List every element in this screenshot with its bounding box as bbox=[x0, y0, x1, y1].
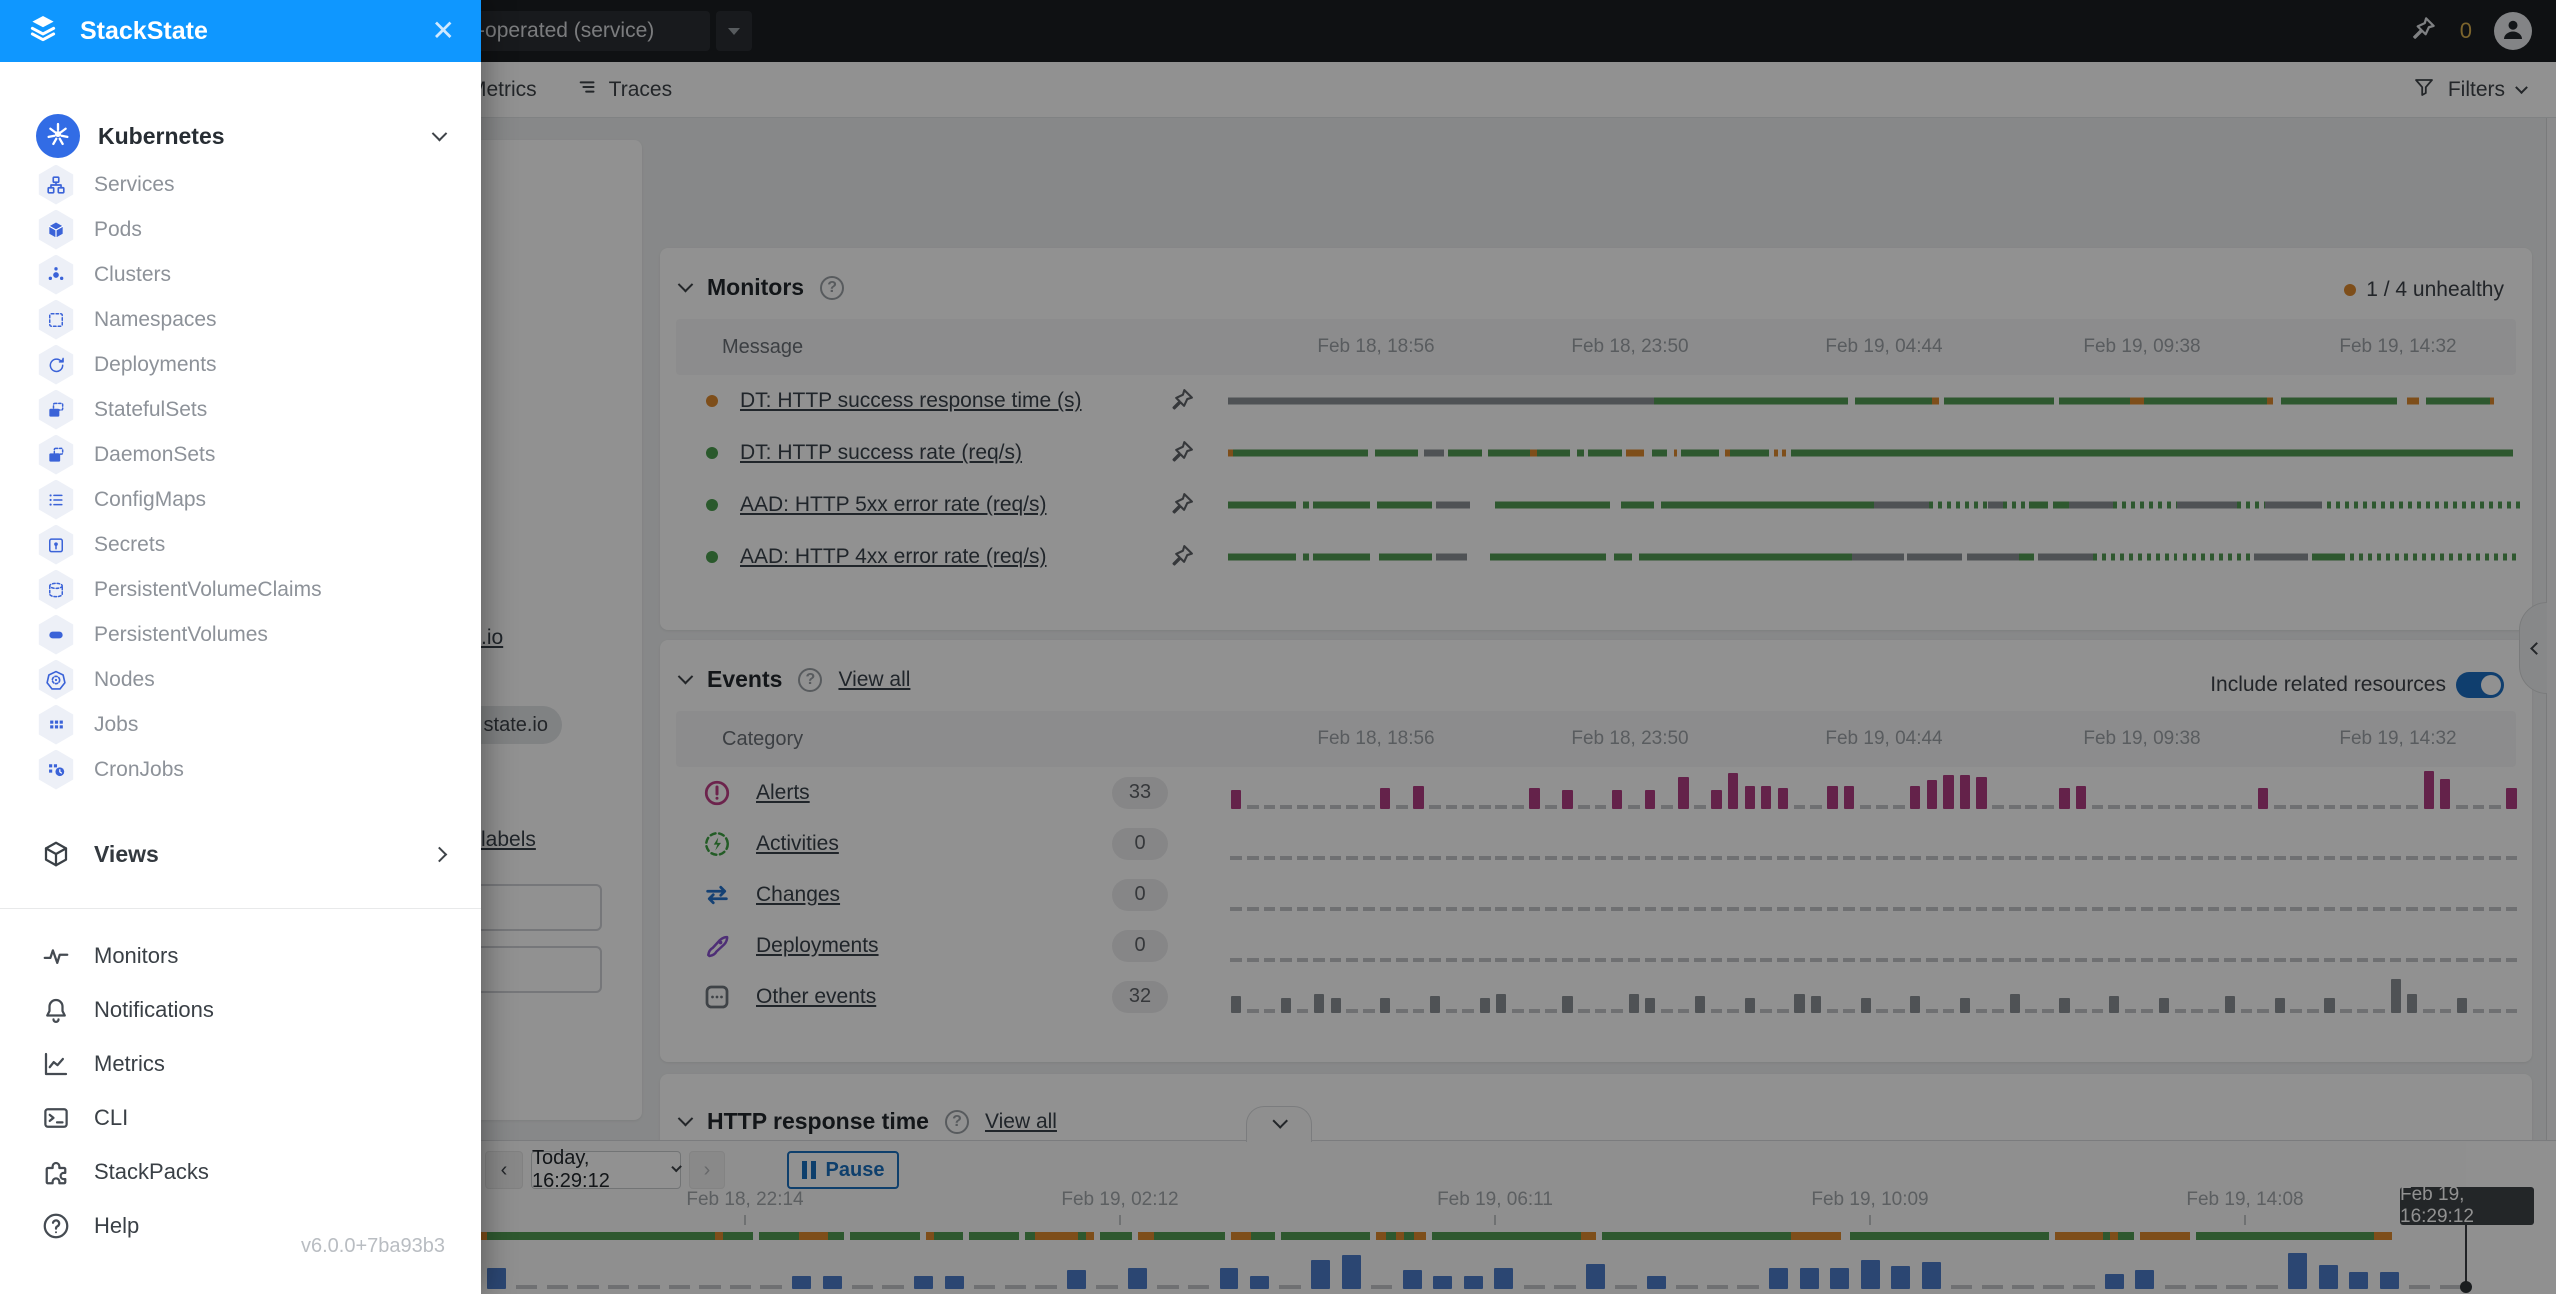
sidebar-item-persistentvolumes[interactable]: PersistentVolumes bbox=[0, 612, 481, 657]
sidebar-item-stackpacks[interactable]: StackPacks bbox=[0, 1145, 481, 1199]
sidebar-item-label: Metrics bbox=[94, 1051, 445, 1077]
kubernetes-icon bbox=[36, 114, 80, 158]
sidebar-item-label: PersistentVolumes bbox=[94, 623, 445, 647]
sidebar-item-label: Jobs bbox=[94, 713, 445, 737]
sidebar-item-statefulsets[interactable]: StatefulSets bbox=[0, 387, 481, 432]
statefulsets-icon bbox=[36, 390, 76, 430]
sidebar-item-label: CLI bbox=[94, 1105, 445, 1131]
sidebar-item-monitors[interactable]: Monitors bbox=[0, 929, 481, 983]
sidebar-item-namespaces[interactable]: Namespaces bbox=[0, 297, 481, 342]
sidebar-item-deployments[interactable]: Deployments bbox=[0, 342, 481, 387]
deployments-icon bbox=[36, 345, 76, 385]
sidebar-item-persistentvolumeclaims[interactable]: PersistentVolumeClaims bbox=[0, 567, 481, 612]
sidebar-item-label: StatefulSets bbox=[94, 398, 445, 422]
sidebar-item-services[interactable]: Services bbox=[0, 162, 481, 207]
sidebar-item-label: Notifications bbox=[94, 997, 445, 1023]
drawer-divider bbox=[0, 908, 481, 909]
sidebar-item-nodes[interactable]: Nodes bbox=[0, 657, 481, 702]
clusters-icon bbox=[36, 255, 76, 295]
sidebar-item-secrets[interactable]: Secrets bbox=[0, 522, 481, 567]
monitors-icon bbox=[36, 941, 76, 971]
sidebar-item-pods[interactable]: Pods bbox=[0, 207, 481, 252]
views-label: Views bbox=[94, 841, 434, 868]
sidebar-item-label: Pods bbox=[94, 218, 445, 242]
sidebar-item-label: DaemonSets bbox=[94, 443, 445, 467]
cronjobs-icon bbox=[36, 750, 76, 790]
drawer-header: StackState ✕ bbox=[0, 0, 481, 62]
stackpacks-icon bbox=[36, 1157, 76, 1187]
sidebar-item-metrics[interactable]: Metrics bbox=[0, 1037, 481, 1091]
sidebar-item-label: ConfigMaps bbox=[94, 488, 445, 512]
services-icon bbox=[36, 165, 76, 205]
namespaces-icon bbox=[36, 300, 76, 340]
sidebar-item-label: Services bbox=[94, 173, 445, 197]
cli-icon bbox=[36, 1103, 76, 1133]
sidebar-item-label: Nodes bbox=[94, 668, 445, 692]
sidebar-item-label: Monitors bbox=[94, 943, 445, 969]
chevron-down-icon bbox=[432, 125, 448, 141]
pods-icon bbox=[36, 210, 76, 250]
metrics-icon bbox=[36, 1049, 76, 1079]
stackstate-logo bbox=[26, 12, 60, 51]
sidebar-item-label: Secrets bbox=[94, 533, 445, 557]
app-version: v6.0.0+7ba93b3 bbox=[301, 1235, 445, 1258]
main-menu-drawer: StackState ✕ Kubernetes Services Pods Clus… bbox=[0, 0, 481, 1294]
close-icon[interactable]: ✕ bbox=[432, 17, 455, 45]
sidebar-item-notifications[interactable]: Notifications bbox=[0, 983, 481, 1037]
nodes-icon bbox=[36, 660, 76, 700]
pvc-icon bbox=[36, 570, 76, 610]
jobs-icon bbox=[36, 705, 76, 745]
daemonsets-icon bbox=[36, 435, 76, 475]
views-cube-icon bbox=[36, 839, 76, 869]
notifications-icon bbox=[36, 995, 76, 1025]
help-icon bbox=[36, 1211, 76, 1241]
sidebar-item-label: Namespaces bbox=[94, 308, 445, 332]
sidebar-item-label: Clusters bbox=[94, 263, 445, 287]
sidebar-item-daemonsets[interactable]: DaemonSets bbox=[0, 432, 481, 477]
sidebar-item-label: Deployments bbox=[94, 353, 445, 377]
sidebar-item-label: CronJobs bbox=[94, 758, 445, 782]
sidebar-item-jobs[interactable]: Jobs bbox=[0, 702, 481, 747]
configmaps-icon bbox=[36, 480, 76, 520]
chevron-right-icon bbox=[432, 846, 448, 862]
sidebar-item-configmaps[interactable]: ConfigMaps bbox=[0, 477, 481, 522]
pv-icon bbox=[36, 615, 76, 655]
stackstate-app: ager-operated (service) 0 MetricsTraces … bbox=[0, 0, 2556, 1294]
drawer-backdrop[interactable] bbox=[481, 0, 2556, 1294]
sidebar-item-clusters[interactable]: Clusters bbox=[0, 252, 481, 297]
brand-name: StackState bbox=[80, 17, 432, 46]
sidebar-group-kubernetes[interactable]: Kubernetes bbox=[0, 110, 481, 162]
sidebar-item-cronjobs[interactable]: CronJobs bbox=[0, 747, 481, 792]
group-label: Kubernetes bbox=[98, 123, 434, 150]
sidebar-item-cli[interactable]: CLI bbox=[0, 1091, 481, 1145]
sidebar-item-views[interactable]: Views bbox=[0, 826, 481, 882]
secrets-icon bbox=[36, 525, 76, 565]
sidebar-item-label: StackPacks bbox=[94, 1159, 445, 1185]
sidebar-item-label: PersistentVolumeClaims bbox=[94, 578, 445, 602]
